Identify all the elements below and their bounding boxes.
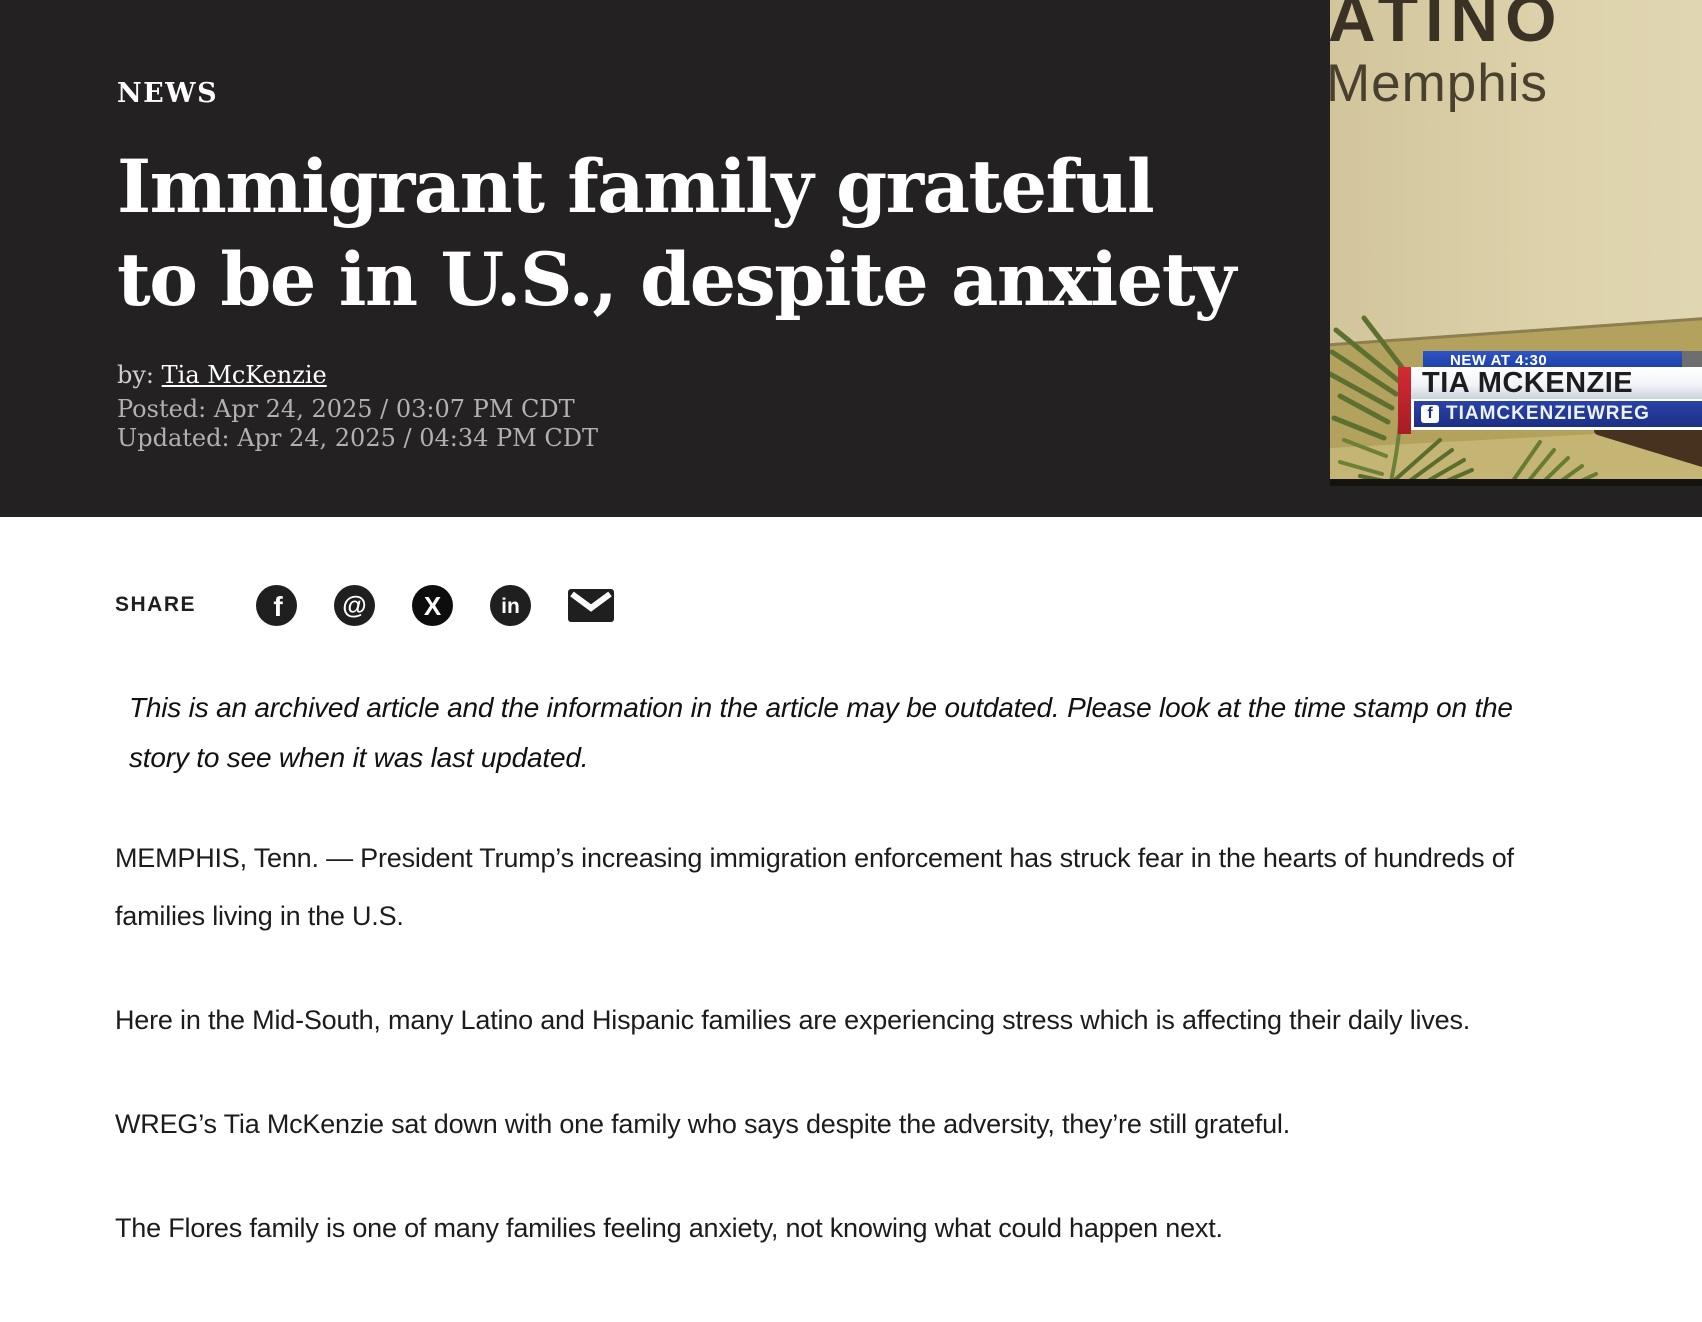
share-facebook-button[interactable]: f xyxy=(256,584,298,626)
share-label: SHARE xyxy=(115,593,197,616)
lower-third-red-stripe xyxy=(1398,367,1411,434)
updated-timestamp: Updated: Apr 24, 2025 / 04:34 PM CDT xyxy=(117,424,598,452)
x-icon: X xyxy=(412,584,454,626)
paragraph-2: Here in the Mid-South, many Latino and H… xyxy=(115,1005,1471,1035)
posted-timestamp: Posted: Apr 24, 2025 / 03:07 PM CDT xyxy=(117,395,575,423)
share-x-button[interactable]: X xyxy=(412,584,454,626)
section-label[interactable]: NEWS xyxy=(117,78,219,109)
svg-text:@: @ xyxy=(342,592,366,620)
video-bottom-edge xyxy=(1330,479,1702,486)
headline-line-1: Immigrant family grateful xyxy=(117,144,1155,230)
share-row: SHARE f @ X xyxy=(115,583,1592,627)
headline-line-2: to be in U.S., despite anxiety xyxy=(117,237,1236,323)
author-link[interactable]: Tia McKenzie xyxy=(161,361,327,389)
video-sign-text: ATINO xyxy=(1330,0,1564,55)
archived-notice: This is an archived article and the info… xyxy=(129,692,1513,773)
page-title: Immigrant family grateful to be in U.S.,… xyxy=(117,141,1307,327)
lower-third-socialbar: f TIAMCKENZIEWREG xyxy=(1411,399,1702,430)
article-header: NEWS Immigrant family grateful to be in … xyxy=(0,0,1702,517)
reporter-social-handle: TIAMCKENZIEWREG xyxy=(1446,403,1650,424)
facebook-icon: f xyxy=(1421,405,1439,423)
lower-third-namebar: TIA MCKENZIE xyxy=(1411,367,1702,399)
reporter-name: TIA MCKENZIE xyxy=(1422,366,1634,399)
byline: by: Tia McKenzie xyxy=(117,361,1307,389)
threads-icon: @ xyxy=(334,584,376,626)
share-threads-button[interactable]: @ xyxy=(334,584,376,626)
share-email-button[interactable] xyxy=(568,588,615,622)
linkedin-icon: in xyxy=(490,584,532,626)
video-sign-subtext: Memphis xyxy=(1330,54,1549,113)
svg-text:X: X xyxy=(424,591,442,621)
lower-third-gray-tail xyxy=(1682,351,1702,369)
article-body: SHARE f @ X xyxy=(0,517,1702,1257)
paragraph-1: MEMPHIS, Tenn. — President Trump’s incre… xyxy=(115,843,1514,931)
facebook-icon: f xyxy=(256,584,298,626)
byline-prefix: by: xyxy=(117,361,155,389)
video-thumbnail[interactable]: ATINO Memphis xyxy=(1330,0,1702,486)
paragraph-3: WREG’s Tia McKenzie sat down with one fa… xyxy=(115,1109,1291,1139)
new-at-label: NEW AT 4:30 xyxy=(1450,351,1548,369)
svg-text:in: in xyxy=(501,595,520,618)
paragraph-4: The Flores family is one of many familie… xyxy=(115,1213,1223,1243)
svg-text:f: f xyxy=(273,591,283,622)
email-icon xyxy=(568,588,615,622)
share-linkedin-button[interactable]: in xyxy=(490,584,532,626)
lower-third-topbar: NEW AT 4:30 xyxy=(1423,351,1682,369)
